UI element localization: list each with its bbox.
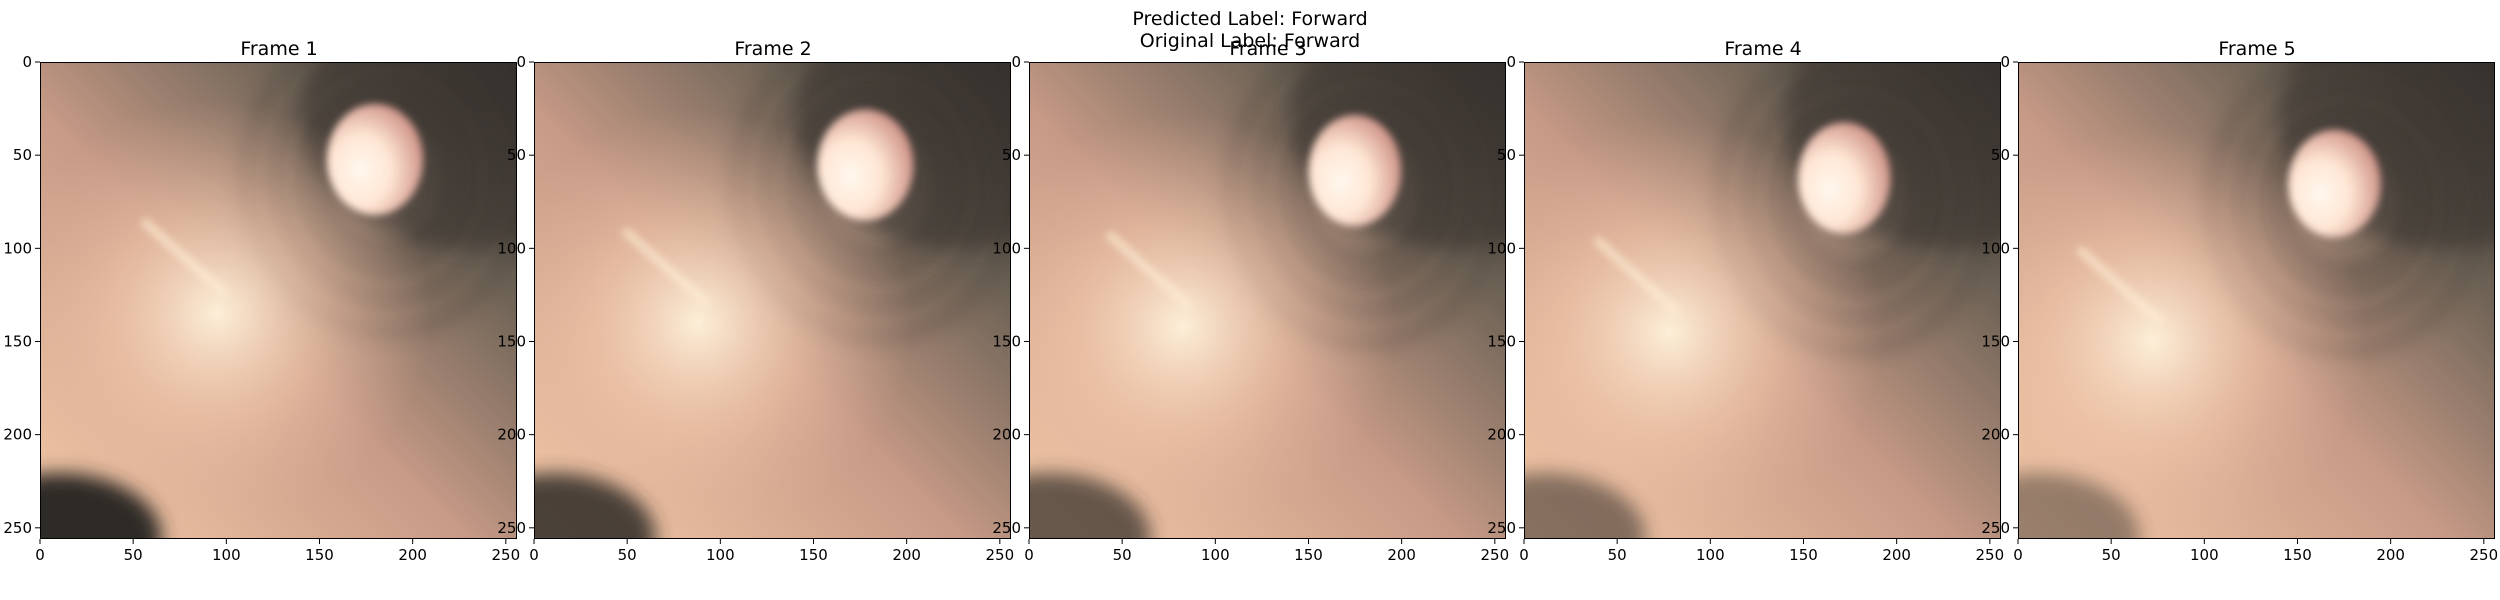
x-tick-label: 200 [892,546,921,564]
endoscopy-frame-svg [1030,63,1505,538]
y-tick-label: 0 [1011,53,1021,71]
endoscopy-frame-svg [41,63,516,538]
x-tick-label: 50 [2102,546,2121,564]
x-tick-label: 200 [1882,546,1911,564]
x-tick-label: 50 [1113,546,1132,564]
x-tick-label: 250 [2470,546,2499,564]
y-tick-label: 50 [13,146,32,164]
endoscopy-frame-svg [1525,63,2000,538]
endoscopy-frame-svg [2019,63,2494,538]
endoscopy-frame-svg [535,63,1010,538]
x-tick-label: 250 [492,546,521,564]
predicted-label: Predicted Label: Forward [1132,8,1368,30]
original-label: Original Label: Forward [1139,30,1361,52]
x-tick-label: 0 [35,546,45,564]
x-tick-label: 150 [1789,546,1818,564]
x-tick-label: 100 [1201,546,1230,564]
frame-image [1524,62,2001,539]
x-tick-label: 250 [1976,546,2005,564]
x-tick-label: 100 [1696,546,1725,564]
x-tick-label: 0 [2013,546,2023,564]
x-tick-label: 150 [1294,546,1323,564]
frame-title: Frame 4 [1724,38,1802,60]
x-tick-label: 250 [1481,546,1510,564]
x-tick-label: 50 [618,546,637,564]
x-tick-label: 100 [212,546,241,564]
frame-image [1029,62,1506,539]
x-tick-label: 0 [1519,546,1529,564]
x-tick-label: 0 [1024,546,1034,564]
x-tick-label: 150 [799,546,828,564]
frame-title: Frame 1 [240,38,318,60]
x-tick-label: 50 [124,546,143,564]
frame-title: Frame 2 [734,38,812,60]
figure-suptitle: Predicted Label: Forward Original Label:… [1000,8,1500,52]
x-tick-label: 150 [305,546,334,564]
x-tick-label: 100 [706,546,735,564]
y-tick-label: 250 [3,519,32,537]
y-tick-label: 0 [1506,53,1516,71]
y-tick-label: 0 [22,53,32,71]
x-tick-label: 200 [1387,546,1416,564]
y-tick-label: 100 [3,239,32,257]
frame-image [40,62,517,539]
x-tick-label: 150 [2283,546,2312,564]
y-tick-label: 150 [3,332,32,350]
frame-image [2018,62,2495,539]
x-tick-label: 200 [398,546,427,564]
x-tick-label: 200 [2376,546,2405,564]
x-tick-label: 50 [1608,546,1627,564]
frame-image [534,62,1011,539]
frame-title: Frame 5 [2218,38,2296,60]
y-tick-label: 200 [3,426,32,444]
x-tick-label: 100 [2190,546,2219,564]
x-tick-label: 0 [529,546,539,564]
frame-title: Frame 3 [1229,38,1307,60]
x-tick-label: 250 [986,546,1015,564]
